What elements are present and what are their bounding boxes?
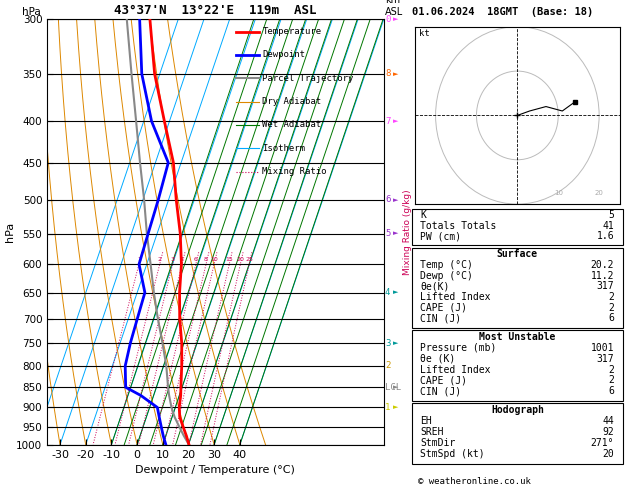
X-axis label: Dewpoint / Temperature (°C): Dewpoint / Temperature (°C): [135, 465, 296, 475]
Text: 20: 20: [237, 257, 244, 262]
FancyBboxPatch shape: [412, 248, 623, 328]
Text: Wet Adiabat: Wet Adiabat: [262, 121, 321, 129]
Text: CIN (J): CIN (J): [420, 313, 462, 323]
Text: 10: 10: [554, 190, 563, 196]
Text: 8: 8: [385, 69, 391, 78]
Text: K: K: [420, 210, 426, 220]
Text: Isotherm: Isotherm: [262, 144, 305, 153]
Text: 1001: 1001: [591, 343, 615, 353]
Text: Temp (°C): Temp (°C): [420, 260, 473, 270]
FancyBboxPatch shape: [412, 330, 623, 401]
Text: CIN (J): CIN (J): [420, 386, 462, 396]
Text: Surface: Surface: [497, 249, 538, 259]
Text: 2: 2: [158, 257, 162, 262]
Text: PW (cm): PW (cm): [420, 231, 462, 241]
Text: 3: 3: [385, 339, 391, 347]
Text: ►: ►: [393, 71, 399, 77]
Text: CAPE (J): CAPE (J): [420, 375, 467, 385]
Text: 20.2: 20.2: [591, 260, 615, 270]
Text: 7: 7: [385, 117, 391, 125]
Text: 92: 92: [603, 427, 615, 437]
Text: 15: 15: [225, 257, 233, 262]
Text: 44: 44: [603, 416, 615, 426]
Text: Most Unstable: Most Unstable: [479, 332, 555, 342]
Text: ►: ►: [393, 290, 399, 295]
FancyBboxPatch shape: [412, 209, 623, 245]
Text: CAPE (J): CAPE (J): [420, 303, 467, 312]
Text: Dewpoint: Dewpoint: [262, 51, 305, 59]
Text: ►: ►: [393, 384, 399, 390]
Text: Lifted Index: Lifted Index: [420, 364, 491, 375]
Text: 10: 10: [210, 257, 218, 262]
Text: 3: 3: [170, 257, 175, 262]
Text: 01.06.2024  18GMT  (Base: 18): 01.06.2024 18GMT (Base: 18): [412, 7, 593, 17]
FancyBboxPatch shape: [412, 403, 623, 464]
Text: 5: 5: [385, 229, 391, 238]
Text: Temperature: Temperature: [262, 27, 321, 36]
Text: 317: 317: [597, 281, 615, 291]
Text: 8: 8: [204, 257, 208, 262]
Text: © weatheronline.co.uk: © weatheronline.co.uk: [418, 477, 531, 486]
Text: 6: 6: [194, 257, 198, 262]
Text: 6: 6: [608, 313, 615, 323]
Text: 1.6: 1.6: [597, 231, 615, 241]
Text: EH: EH: [420, 416, 432, 426]
Text: 4: 4: [385, 288, 391, 297]
Text: ►: ►: [393, 197, 399, 203]
Text: Totals Totals: Totals Totals: [420, 221, 497, 231]
Text: 1: 1: [137, 257, 141, 262]
Text: StmSpd (kt): StmSpd (kt): [420, 449, 485, 459]
Text: 2: 2: [608, 364, 615, 375]
Text: 20: 20: [603, 449, 615, 459]
Text: ►: ►: [393, 230, 399, 237]
Text: ►: ►: [393, 404, 399, 411]
Text: Parcel Trajectory: Parcel Trajectory: [262, 74, 353, 83]
Text: θe(K): θe(K): [420, 281, 450, 291]
Text: km
ASL: km ASL: [385, 0, 403, 17]
Text: SREH: SREH: [420, 427, 444, 437]
Text: 25: 25: [245, 257, 253, 262]
Text: 2: 2: [385, 362, 391, 370]
Text: Dry Adiabat: Dry Adiabat: [262, 97, 321, 106]
Text: Lifted Index: Lifted Index: [420, 292, 491, 302]
Text: Mixing Ratio: Mixing Ratio: [262, 167, 327, 176]
Text: LCL: LCL: [385, 383, 401, 392]
Text: 5: 5: [608, 210, 615, 220]
Text: StmDir: StmDir: [420, 438, 455, 448]
Text: 6: 6: [608, 386, 615, 396]
Text: 1: 1: [385, 403, 391, 412]
Text: hPa: hPa: [22, 7, 41, 17]
Text: Dewp (°C): Dewp (°C): [420, 271, 473, 280]
Text: 41: 41: [603, 221, 615, 231]
Text: 11.2: 11.2: [591, 271, 615, 280]
Text: Hodograph: Hodograph: [491, 405, 544, 415]
Text: 2: 2: [608, 292, 615, 302]
Text: 0: 0: [385, 15, 391, 24]
Text: 2: 2: [608, 303, 615, 312]
Text: 317: 317: [597, 354, 615, 364]
Text: Pressure (mb): Pressure (mb): [420, 343, 497, 353]
Text: 43°37'N  13°22'E  119m  ASL: 43°37'N 13°22'E 119m ASL: [114, 4, 316, 17]
Text: 6: 6: [385, 195, 391, 205]
Text: ►: ►: [393, 118, 399, 124]
Text: Mixing Ratio (g/kg): Mixing Ratio (g/kg): [403, 189, 412, 275]
Text: 271°: 271°: [591, 438, 615, 448]
Text: kt: kt: [420, 29, 430, 37]
Text: ►: ►: [393, 17, 399, 22]
Y-axis label: hPa: hPa: [5, 222, 15, 242]
Text: 4: 4: [180, 257, 184, 262]
Text: ►: ►: [393, 340, 399, 346]
Text: θe (K): θe (K): [420, 354, 455, 364]
Text: 2: 2: [608, 375, 615, 385]
Text: 20: 20: [594, 190, 604, 196]
